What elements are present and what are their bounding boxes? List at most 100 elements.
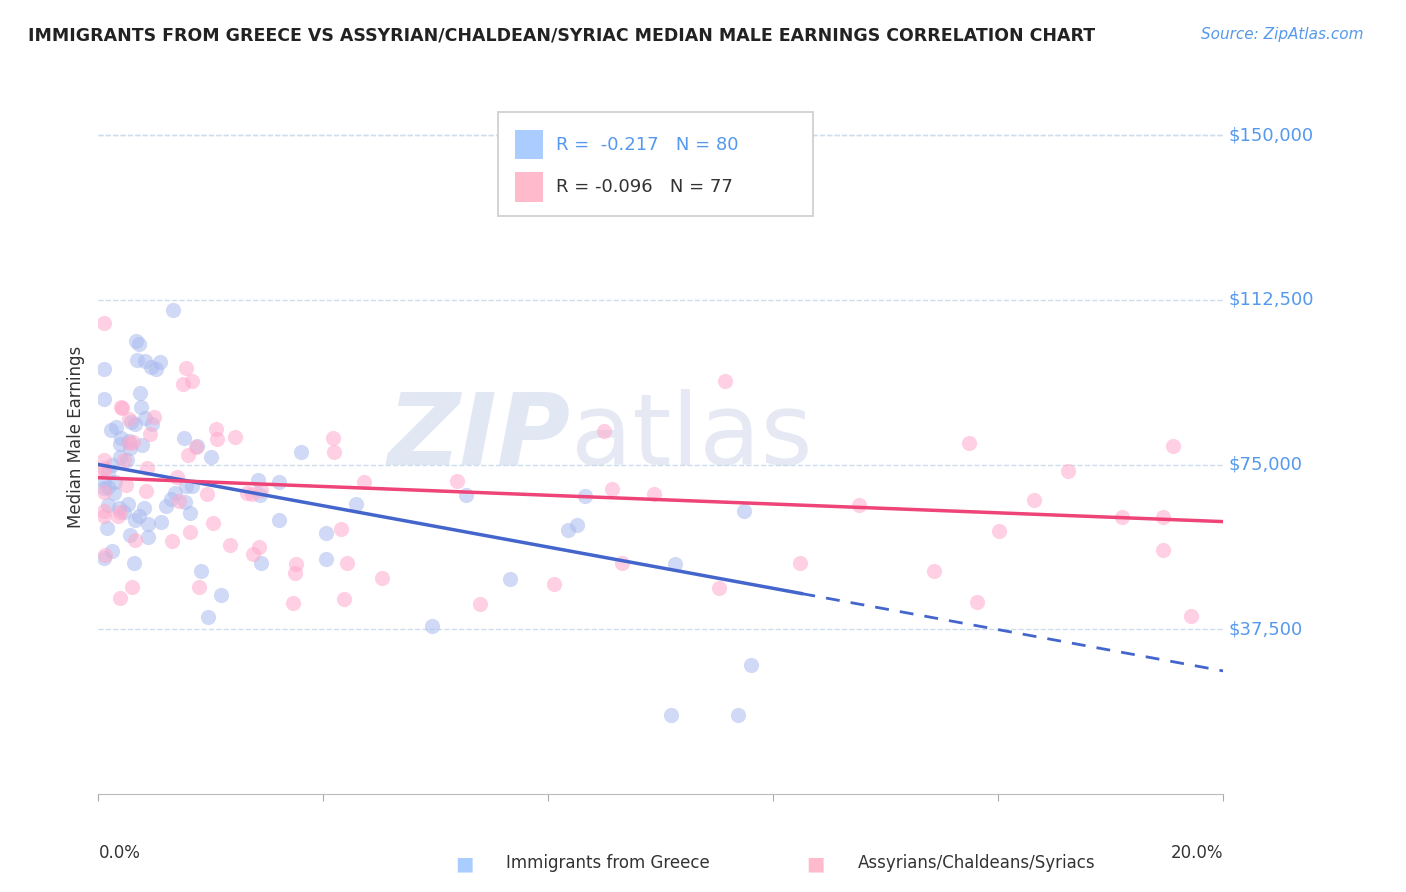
Text: Immigrants from Greece: Immigrants from Greece xyxy=(506,855,710,872)
Point xyxy=(734,504,756,518)
Point xyxy=(179,506,201,520)
Point xyxy=(174,494,197,508)
Point xyxy=(957,436,980,450)
Point xyxy=(201,516,224,530)
Point xyxy=(267,475,290,489)
Bar xyxy=(515,129,543,160)
Text: $112,500: $112,500 xyxy=(1229,291,1315,309)
Point xyxy=(315,552,337,566)
Point xyxy=(177,448,200,462)
Text: ■: ■ xyxy=(454,854,474,873)
Text: $75,000: $75,000 xyxy=(1229,456,1303,474)
Point xyxy=(322,445,344,459)
Text: IMMIGRANTS FROM GREECE VS ASSYRIAN/CHALDEAN/SYRIAC MEDIAN MALE EARNINGS CORRELAT: IMMIGRANTS FROM GREECE VS ASSYRIAN/CHALD… xyxy=(28,27,1095,45)
Point xyxy=(117,497,139,511)
Point xyxy=(322,431,344,445)
Point xyxy=(135,461,157,475)
Point xyxy=(249,488,271,502)
Text: R =  -0.217   N = 80: R = -0.217 N = 80 xyxy=(557,136,738,153)
Point xyxy=(195,487,218,501)
Point xyxy=(141,417,163,431)
Point xyxy=(247,473,270,487)
Point xyxy=(966,594,988,608)
Point xyxy=(197,610,219,624)
Y-axis label: Median Male Earnings: Median Male Earnings xyxy=(66,346,84,528)
Point xyxy=(664,557,686,571)
Point xyxy=(93,317,115,331)
Point xyxy=(242,547,264,561)
Point xyxy=(174,479,197,493)
Point xyxy=(118,412,141,426)
Point xyxy=(290,444,312,458)
Point xyxy=(93,464,115,478)
Text: Assyrians/Chaldeans/Syriacs: Assyrians/Chaldeans/Syriacs xyxy=(858,855,1095,872)
Point xyxy=(173,431,195,445)
Point xyxy=(103,486,125,500)
Point xyxy=(112,452,135,467)
Point xyxy=(97,498,120,512)
Text: $37,500: $37,500 xyxy=(1229,620,1303,638)
Point xyxy=(117,453,139,467)
Point xyxy=(110,431,132,445)
Point xyxy=(118,441,141,455)
Text: atlas: atlas xyxy=(571,389,813,485)
Point xyxy=(110,505,132,519)
Point xyxy=(167,494,190,508)
Point xyxy=(93,453,115,467)
Point xyxy=(190,565,212,579)
Point xyxy=(107,509,129,524)
Point xyxy=(138,516,160,531)
Point xyxy=(110,400,132,414)
Point xyxy=(166,470,188,484)
Point xyxy=(224,430,246,444)
Point xyxy=(249,556,271,570)
Point xyxy=(988,524,1011,538)
Point xyxy=(124,556,146,570)
Point xyxy=(353,475,375,489)
Point xyxy=(336,556,359,570)
Point xyxy=(93,548,115,562)
Point xyxy=(143,410,166,425)
Point xyxy=(120,415,142,429)
Point xyxy=(105,419,128,434)
Point xyxy=(93,485,115,500)
Point xyxy=(188,580,211,594)
Point xyxy=(593,424,616,438)
Point xyxy=(149,354,172,368)
Point xyxy=(446,474,468,488)
Point xyxy=(93,509,115,524)
Point xyxy=(125,334,148,348)
Point xyxy=(250,483,273,497)
Point xyxy=(93,481,115,495)
Point xyxy=(186,439,208,453)
Point xyxy=(179,524,201,539)
Point xyxy=(134,411,156,425)
Point xyxy=(181,479,204,493)
Point xyxy=(172,377,194,392)
Point xyxy=(96,480,118,494)
Point xyxy=(205,422,228,436)
Point xyxy=(565,518,588,533)
Point xyxy=(454,488,477,502)
Point xyxy=(108,436,131,450)
Point xyxy=(112,505,135,519)
Point xyxy=(101,458,124,473)
Point xyxy=(129,401,152,415)
Point xyxy=(96,520,118,534)
Point xyxy=(284,557,307,571)
Point xyxy=(1057,464,1080,478)
Point xyxy=(118,434,141,448)
Point xyxy=(267,513,290,527)
Point xyxy=(124,533,146,548)
Point xyxy=(600,482,623,496)
Point xyxy=(281,596,304,610)
Point xyxy=(709,581,731,595)
Point xyxy=(118,528,141,542)
Point xyxy=(93,475,115,489)
Point xyxy=(128,509,150,524)
Point xyxy=(181,374,204,388)
Point xyxy=(101,543,124,558)
Point xyxy=(100,423,122,437)
Point xyxy=(332,592,354,607)
Point xyxy=(104,475,127,490)
